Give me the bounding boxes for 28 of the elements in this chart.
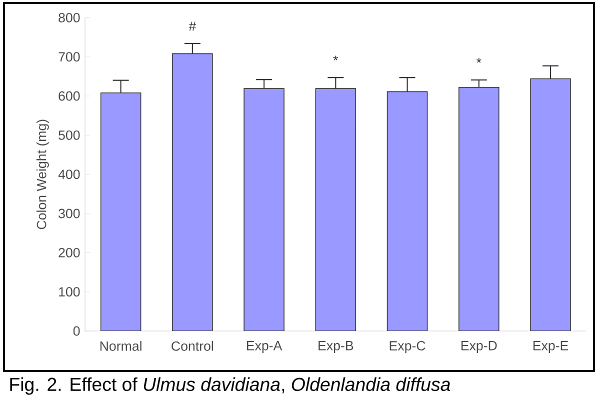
y-tick-label: 600: [58, 91, 80, 101]
x-tick-label: Exp-D: [461, 340, 497, 353]
y-axis-title: Colon Weight (mg): [36, 120, 49, 230]
y-tick-label: 0: [73, 326, 80, 336]
caption: Fig. 2. Effect of Ulmus davidiana, Oldenlandia diffusa: [10, 377, 450, 395]
bar: [386, 91, 428, 331]
bar: [100, 92, 142, 331]
bar: [458, 86, 500, 331]
x-tick-label: Exp-C: [390, 340, 426, 354]
y-tick-label: 300: [58, 208, 80, 218]
x-tick-label: Exp-A: [246, 340, 282, 353]
x-tick-label: Exp-B: [318, 340, 354, 353]
y-tick-label: 500: [58, 130, 80, 140]
annotation: *: [476, 58, 482, 63]
bar: [315, 88, 356, 331]
y-tick-label: 700: [58, 52, 80, 62]
y-tick-label: 100: [59, 287, 80, 296]
x-tick-label: Exp-E: [533, 340, 568, 353]
y-tick-label: 400: [58, 170, 80, 179]
bar: [530, 78, 571, 331]
annotation: #: [188, 22, 196, 31]
bar: [172, 53, 213, 331]
x-tick-label: Normal: [100, 340, 142, 351]
y-tick-label: 800: [58, 12, 80, 22]
y-tick-label: 200: [58, 248, 80, 258]
annotation: *: [333, 56, 338, 60]
bar: [244, 88, 284, 331]
x-tick-label: Control: [172, 340, 214, 351]
